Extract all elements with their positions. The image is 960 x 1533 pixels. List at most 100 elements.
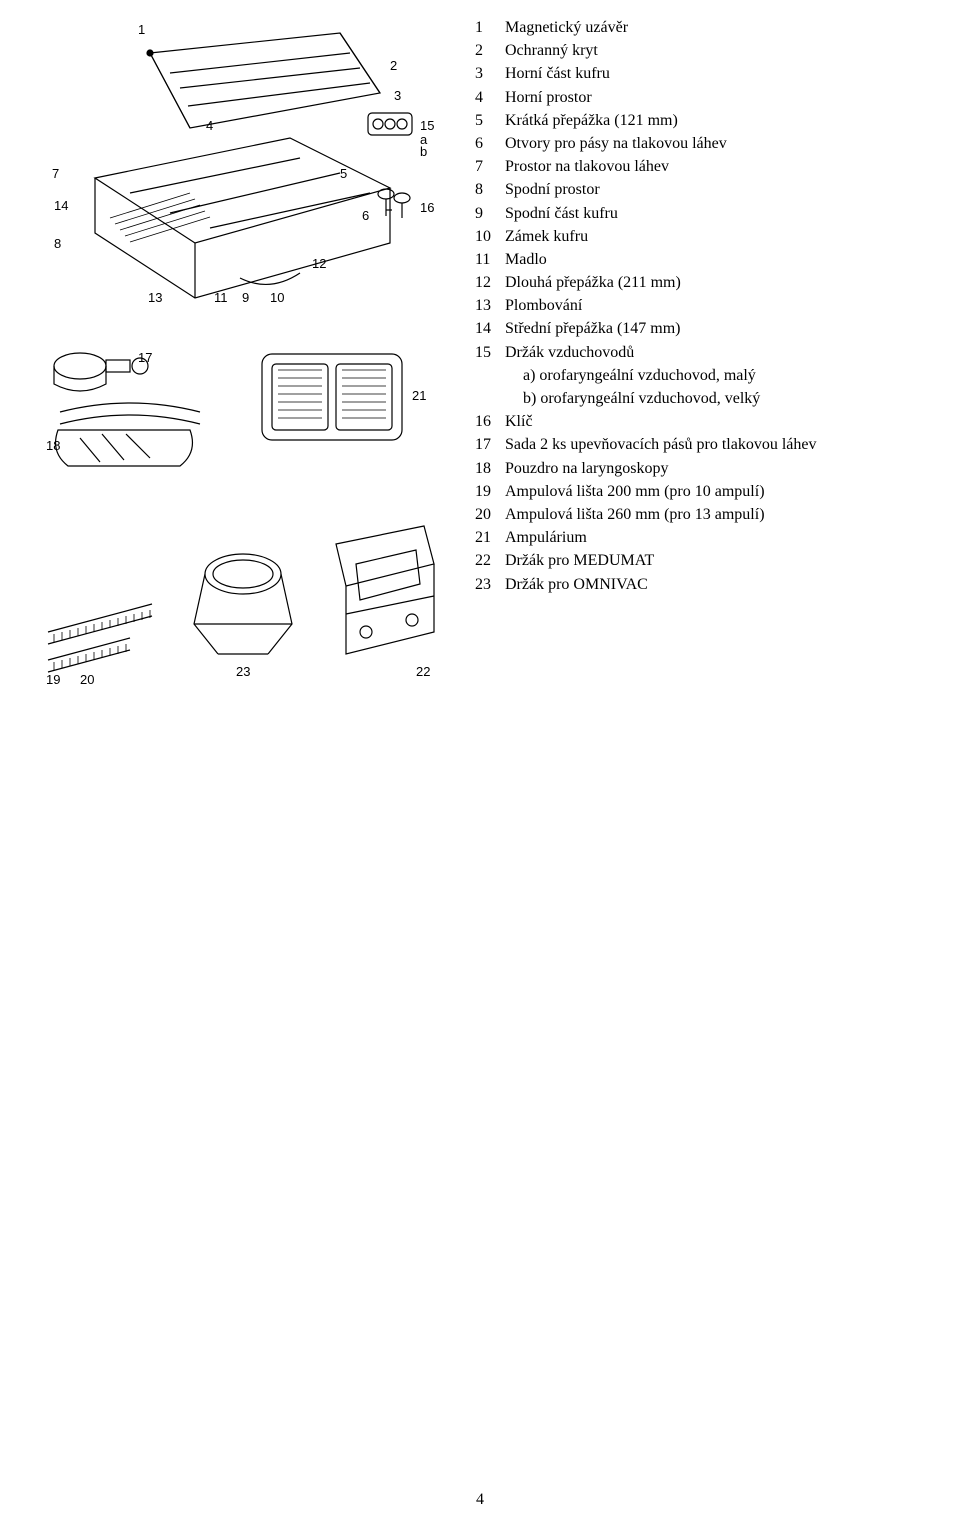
- legend-text: Zámek kufru: [505, 225, 945, 248]
- callout-7: 7: [52, 166, 59, 181]
- legend-row: 14Střední přepážka (147 mm): [475, 317, 945, 340]
- legend-num: 11: [475, 248, 505, 271]
- legend-text: Spodní prostor: [505, 178, 945, 201]
- legend-row: 8Spodní prostor: [475, 178, 945, 201]
- legend-num: 18: [475, 457, 505, 480]
- case-svg: [40, 18, 450, 318]
- illustration-omnivac-holder: 23: [188, 504, 298, 684]
- legend-row: 15Držák vzduchovodů: [475, 341, 945, 364]
- illustration-ampularium: 21: [244, 334, 434, 474]
- legend-row: 21Ampulárium: [475, 526, 945, 549]
- legend-num: 23: [475, 573, 505, 596]
- legend-num: 8: [475, 178, 505, 201]
- legend-num: 2: [475, 39, 505, 62]
- callout-14: 14: [54, 198, 68, 213]
- legend-row: 16Klíč: [475, 410, 945, 433]
- legend-text: Pouzdro na laryngoskopy: [505, 457, 945, 480]
- legend-row: 2Ochranný kryt: [475, 39, 945, 62]
- legend-text: Horní prostor: [505, 86, 945, 109]
- illustration-medumat-holder: 22: [316, 504, 446, 684]
- legend-num: 3: [475, 62, 505, 85]
- legend-num: 4: [475, 86, 505, 109]
- legend-num: 6: [475, 132, 505, 155]
- callout-5: 5: [340, 166, 347, 181]
- legend-text: Krátká přepážka (121 mm): [505, 109, 945, 132]
- page: 1 2 3 4 5 6 7 8 9 10 11 12 13 14 15 a b …: [0, 0, 960, 1533]
- legend-text: Střední přepážka (147 mm): [505, 317, 945, 340]
- callout-20: 20: [80, 672, 94, 687]
- callout-17: 17: [138, 350, 152, 365]
- legend-num: 15: [475, 341, 505, 364]
- illustration-row-3: 19 20 23: [40, 504, 450, 700]
- legend-num: 17: [475, 433, 505, 456]
- callout-3: 3: [394, 88, 401, 103]
- legend-text: Sada 2 ks upevňovacích pásů pro tlakovou…: [505, 433, 945, 456]
- legend-num: 20: [475, 503, 505, 526]
- legend-num: 21: [475, 526, 505, 549]
- callout-18: 18: [46, 438, 60, 453]
- callout-9: 9: [242, 290, 249, 305]
- legend-text: Držák vzduchovodů: [505, 341, 945, 364]
- legend-text: Klíč: [505, 410, 945, 433]
- callout-12: 12: [312, 256, 326, 271]
- legend-text: Ampulová lišta 200 mm (pro 10 ampulí): [505, 480, 945, 503]
- callout-19: 19: [46, 672, 60, 687]
- callout-21: 21: [412, 388, 426, 403]
- callout-23: 23: [236, 664, 250, 679]
- legend-row: 13Plombování: [475, 294, 945, 317]
- callout-6: 6: [362, 208, 369, 223]
- legend-row: 5Krátká přepážka (121 mm): [475, 109, 945, 132]
- legend-text: Držák pro OMNIVAC: [505, 573, 945, 596]
- callout-1: 1: [138, 22, 145, 37]
- legend-num: 1: [475, 16, 505, 39]
- callout-4: 4: [206, 118, 213, 133]
- legend-text: Plombování: [505, 294, 945, 317]
- legend-num: 12: [475, 271, 505, 294]
- legend-sub-a: a) orofaryngeální vzduchovod, malý: [475, 364, 945, 387]
- legend-text: Ampulárium: [505, 526, 945, 549]
- legend-num: 22: [475, 549, 505, 572]
- callout-15b: b: [420, 144, 427, 159]
- legend-row: 23Držák pro OMNIVAC: [475, 573, 945, 596]
- legend-sub-b: b) orofaryngeální vzduchovod, velký: [475, 387, 945, 410]
- callout-16: 16: [420, 200, 434, 215]
- legend-row: 11Madlo: [475, 248, 945, 271]
- legend-row: 9Spodní část kufru: [475, 202, 945, 225]
- callout-13: 13: [148, 290, 162, 305]
- legend-row: 3Horní část kufru: [475, 62, 945, 85]
- callout-15: 15: [420, 118, 434, 133]
- legend-num: 14: [475, 317, 505, 340]
- legend-row: 4Horní prostor: [475, 86, 945, 109]
- legend-text: Držák pro MEDUMAT: [505, 549, 945, 572]
- legend-row: 1Magnetický uzávěr: [475, 16, 945, 39]
- legend-text: Prostor na tlakovou láhev: [505, 155, 945, 178]
- legend-text: Horní část kufru: [505, 62, 945, 85]
- callout-2: 2: [390, 58, 397, 73]
- legend-num: 13: [475, 294, 505, 317]
- legend-row: 10Zámek kufru: [475, 225, 945, 248]
- legend-text: Spodní část kufru: [505, 202, 945, 225]
- legend-text: Magnetický uzávěr: [505, 16, 945, 39]
- legend-row: 17Sada 2 ks upevňovacích pásů pro tlakov…: [475, 433, 945, 456]
- legend-num: 5: [475, 109, 505, 132]
- illustration-cylinder-pouch: 17 18: [40, 334, 220, 474]
- legend-row: 18Pouzdro na laryngoskopy: [475, 457, 945, 480]
- legend-row: 19Ampulová lišta 200 mm (pro 10 ampulí): [475, 480, 945, 503]
- legend: 1Magnetický uzávěr 2Ochranný kryt 3Horní…: [475, 16, 945, 596]
- legend-text: Ampulová lišta 260 mm (pro 13 ampulí): [505, 503, 945, 526]
- illustration-case: 1 2 3 4 5 6 7 8 9 10 11 12 13 14 15 a b …: [40, 18, 450, 318]
- legend-row: 12Dlouhá přepážka (211 mm): [475, 271, 945, 294]
- callout-22: 22: [416, 664, 430, 679]
- callout-8: 8: [54, 236, 61, 251]
- legend-num: 19: [475, 480, 505, 503]
- legend-row: 20Ampulová lišta 260 mm (pro 13 ampulí): [475, 503, 945, 526]
- legend-text: Madlo: [505, 248, 945, 271]
- page-number: 4: [0, 1491, 960, 1509]
- legend-num: 16: [475, 410, 505, 433]
- illustration-row-2: 17 18: [40, 334, 450, 490]
- callout-10: 10: [270, 290, 284, 305]
- legend-text: Dlouhá přepážka (211 mm): [505, 271, 945, 294]
- legend-row: 22Držák pro MEDUMAT: [475, 549, 945, 572]
- legend-num: 7: [475, 155, 505, 178]
- illustration-column: 1 2 3 4 5 6 7 8 9 10 11 12 13 14 15 a b …: [40, 18, 450, 700]
